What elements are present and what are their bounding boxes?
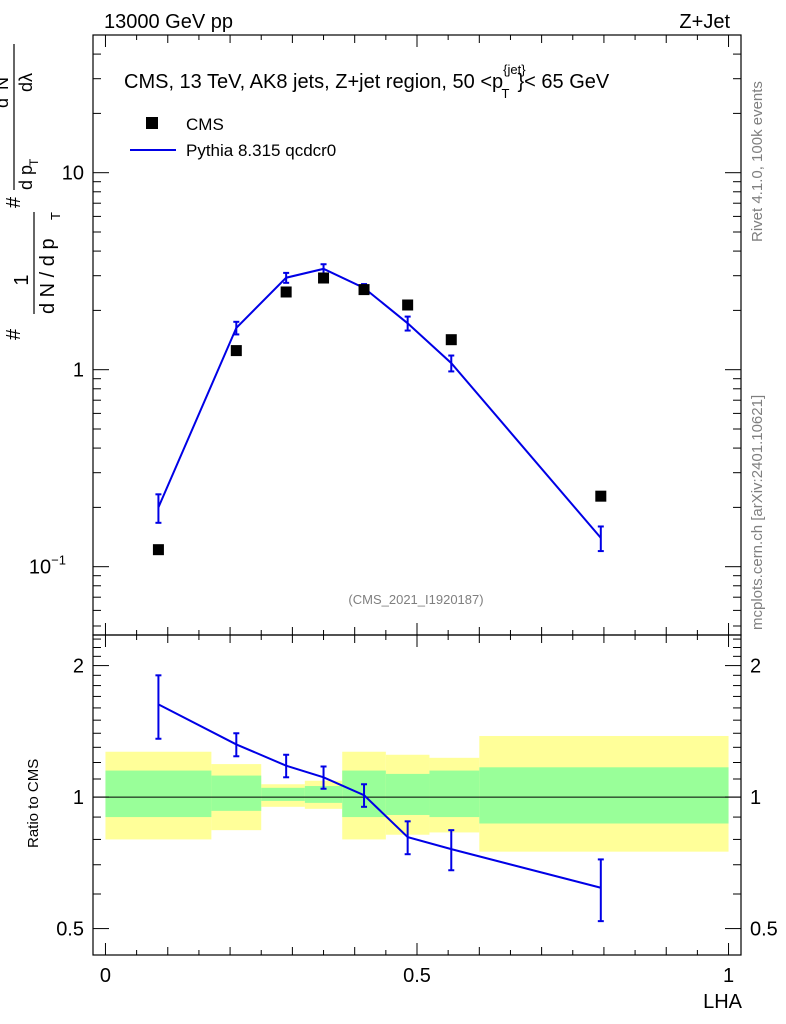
svg-text:d: d: [0, 98, 12, 108]
plot-title: CMS, 13 TeV, AK8 jets, Z+jet region, 50 …: [124, 62, 610, 101]
x-tick-label-0: 0: [100, 965, 111, 987]
lower-y-tick-label-right-2: 2: [750, 656, 761, 678]
cms-point: [445, 334, 457, 346]
x-tick-label-2: 1: [723, 965, 734, 987]
green-band-bin-5: [385, 773, 430, 815]
cms-point: [230, 345, 242, 357]
green-band-bin-1: [211, 775, 262, 811]
svg-text:N: N: [0, 77, 12, 90]
cms-point: [595, 490, 607, 502]
cms-point: [402, 299, 414, 311]
green-band-bin-3: [304, 786, 343, 803]
green-band-bin-0: [105, 770, 212, 818]
svg-text:2: 2: [0, 90, 3, 97]
mcplots-label: mcplots.cern.ch [arXiv:2401.10621]: [749, 395, 766, 630]
lower-y-axis-label: Ratio to CMS: [25, 759, 42, 848]
cms-point: [358, 284, 370, 296]
upper-y-axis-label: # 1 d N / d p T # d 2 N d p T dλ: [0, 44, 63, 340]
analysis-watermark: (CMS_2021_I1920187): [348, 592, 483, 607]
cms-point: [280, 286, 292, 298]
svg-text:#: #: [3, 196, 25, 208]
data-marks: [152, 263, 607, 923]
lower-y-tick-label-right-0: 0.5: [750, 919, 778, 941]
cms-point: [152, 544, 164, 556]
green-band-bin-2: [261, 787, 305, 801]
svg-text:d N / d p: d N / d p: [37, 238, 59, 314]
upper-y-tick-label-1: 1: [73, 360, 84, 382]
lower-y-tick-label-2: 2: [73, 656, 84, 678]
pythia-line: [157, 267, 602, 539]
ratio-line: [157, 703, 602, 889]
legend-label-pythia: Pythia 8.315 qcdcr0: [186, 141, 336, 160]
lower-y-tick-label-right-1: 1: [750, 787, 761, 809]
green-band-bin-7: [479, 767, 729, 824]
header-left: 13000 GeV pp: [104, 11, 233, 33]
lower-y-tick-label-0: 0.5: [56, 919, 84, 941]
svg-text:dλ: dλ: [16, 73, 36, 92]
rivet-version-label: Rivet 4.1.0, 100k events: [749, 81, 766, 242]
svg-text:T: T: [27, 158, 41, 166]
header-right: Z+Jet: [679, 11, 730, 33]
legend-marker-cms: [146, 117, 158, 129]
green-band-bin-6: [429, 770, 480, 818]
lower-y-tick-label-1: 1: [73, 787, 84, 809]
cms-point: [318, 272, 330, 284]
svg-text:#: #: [3, 328, 25, 340]
svg-text:1: 1: [11, 274, 33, 285]
axes: 0 0.5 1 10−1 1 10 0.5 0.5 1 1 2 2: [29, 34, 778, 987]
svg-text:d p: d p: [16, 165, 36, 190]
legend-label-cms: CMS: [186, 115, 224, 134]
upper-y-tick-label-2: 10: [62, 163, 84, 185]
uncertainty-bands: [93, 735, 741, 852]
x-axis-label: LHA: [703, 991, 743, 1013]
upper-y-tick-label-0: 10−1: [29, 553, 66, 579]
svg-text:T: T: [48, 212, 63, 220]
x-tick-label-1: 0.5: [403, 965, 431, 987]
